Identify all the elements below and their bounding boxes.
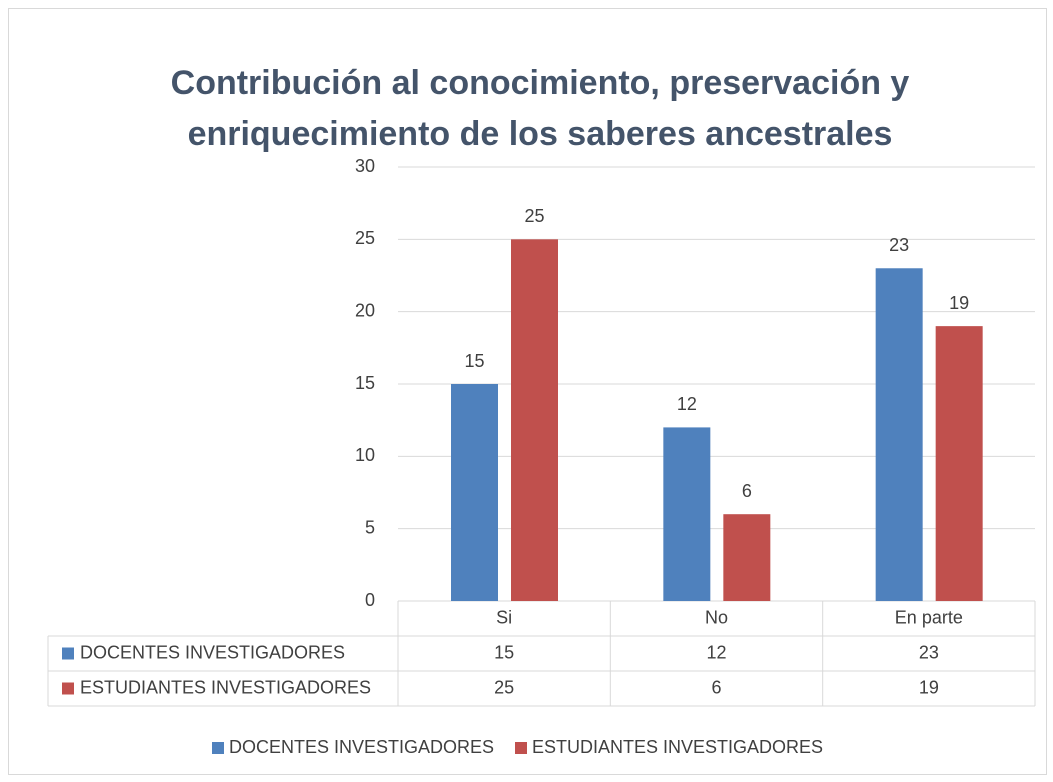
bar (935, 326, 983, 601)
bar (511, 239, 558, 602)
table-legend-key (62, 647, 74, 660)
bar (875, 268, 923, 601)
legend-key (515, 742, 527, 754)
table-row-label: DOCENTES INVESTIGADORES (80, 642, 345, 662)
y-tick-label: 10 (355, 445, 375, 465)
bar (723, 514, 771, 601)
bar (663, 427, 711, 601)
table-cell: 25 (494, 677, 514, 697)
data-label: 19 (949, 293, 969, 313)
y-tick-label: 5 (365, 517, 375, 537)
table-cell: 6 (711, 677, 721, 697)
table-cell: 12 (706, 642, 726, 662)
y-tick-label: 25 (355, 228, 375, 248)
x-tick-label: En parte (895, 607, 963, 627)
legend-key (212, 742, 224, 754)
y-tick-label: 15 (355, 373, 375, 393)
data-label: 6 (742, 481, 752, 501)
data-label: 12 (677, 394, 697, 414)
table-row-label: ESTUDIANTES INVESTIGADORES (80, 677, 371, 697)
table-legend-key (62, 682, 74, 695)
legend-label: ESTUDIANTES INVESTIGADORES (532, 737, 823, 757)
y-tick-label: 0 (365, 590, 375, 610)
table-cell: 19 (919, 677, 939, 697)
data-label: 25 (524, 206, 544, 226)
y-tick-label: 20 (355, 300, 375, 320)
y-tick-label: 30 (355, 156, 375, 176)
data-label: 23 (889, 235, 909, 255)
chart-border (8, 8, 1047, 775)
legend-label: DOCENTES INVESTIGADORES (229, 737, 494, 757)
table-cell: 15 (494, 642, 514, 662)
table-cell: 23 (919, 642, 939, 662)
x-tick-label: Si (496, 607, 512, 627)
chart-title: Contribución al conocimiento, preservaci… (170, 64, 910, 153)
data-label: 15 (464, 351, 484, 371)
x-tick-label: No (705, 607, 728, 627)
bar (451, 384, 498, 601)
